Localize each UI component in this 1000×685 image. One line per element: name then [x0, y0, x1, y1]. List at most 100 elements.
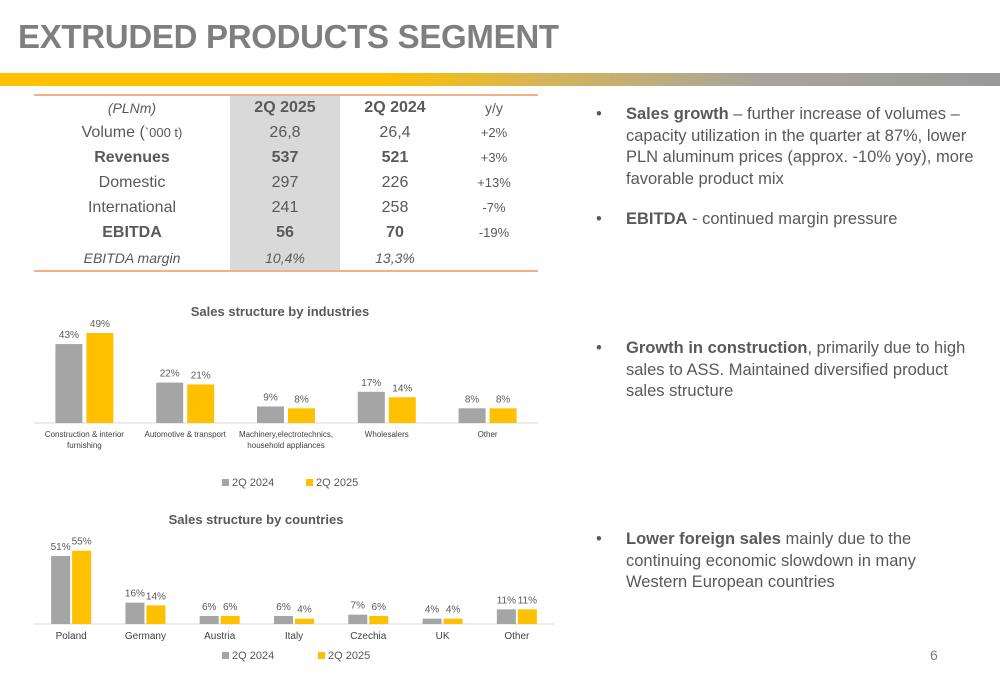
cell-2q2024: 13,3% [375, 249, 415, 266]
cell-2q2025: 241 [230, 195, 340, 220]
data-label: 7% [351, 601, 366, 612]
legend-label: 2Q 2024 [232, 650, 274, 662]
bullet-dot: • [596, 210, 602, 228]
bar [458, 408, 486, 423]
data-label: 21% [191, 370, 211, 381]
tick-label: Machinery,electrotechnics, [239, 430, 333, 439]
data-label: 43% [59, 330, 79, 341]
tick-label: Construction & interior [45, 430, 124, 439]
page-title: EXTRUDED PRODUCTS SEGMENT [18, 18, 559, 55]
bar [125, 602, 145, 624]
bullet-text: Growth in construction, primarily due to… [626, 338, 976, 403]
bullet-bold: Sales growth [626, 105, 729, 123]
bullet-bold: EBITDA [626, 210, 688, 228]
data-label: 11% [497, 595, 516, 606]
data-label: 9% [263, 392, 278, 403]
tick-label: Germany [125, 631, 166, 642]
bar [496, 609, 516, 624]
bar [288, 408, 315, 423]
tick-label: Automotive & transport [145, 430, 227, 439]
bar [187, 384, 215, 423]
cell-2q2024: 26,4 [379, 123, 411, 141]
data-label: 22% [160, 369, 180, 380]
accent-bar [0, 73, 1000, 86]
cell-yy: +3% [480, 150, 508, 165]
legend-label: 2Q 2025 [328, 650, 370, 662]
cell-2q2025: 56 [230, 220, 340, 245]
chart-title: Sales structure by countries [169, 512, 344, 527]
row-label: International [87, 198, 177, 216]
bullet-construction: • Growth in construction, primarily due … [596, 338, 976, 403]
tick-label: Austria [204, 631, 236, 642]
data-label: 14% [146, 591, 166, 602]
table-row-revenues: Revenues 537 521 +3% [34, 145, 538, 170]
tick-label: Poland [56, 631, 87, 642]
bullet-text: Lower foreign sales mainly due to the co… [626, 529, 976, 594]
bar [422, 618, 442, 624]
data-label: 49% [90, 319, 110, 330]
bar [388, 397, 416, 423]
bar [489, 408, 517, 423]
legend-marker [222, 652, 229, 659]
row-label-unit: `000 t) [144, 124, 183, 140]
bar [274, 616, 293, 624]
bar [443, 618, 463, 624]
bullet-body: – further increase of volumes – capacity… [626, 105, 974, 188]
bar [72, 550, 92, 624]
cell-yy: -19% [478, 225, 510, 240]
bullet-sales-growth: • Sales growth – further increase of vol… [596, 104, 976, 190]
bar [295, 618, 314, 624]
cell-2q2024: 521 [381, 148, 409, 166]
data-label: 4% [425, 605, 440, 616]
bullet-bold: Growth in construction [626, 339, 808, 357]
cell-yy: +13% [477, 175, 511, 190]
data-label: 14% [392, 383, 412, 394]
table-header-unit: (PLNm) [107, 100, 157, 116]
bar [369, 616, 389, 624]
bullet-text: Sales growth – further increase of volum… [626, 104, 976, 190]
table-row-ebitda-margin: EBITDA margin 10,4% 13,3% [34, 245, 538, 271]
bar [146, 605, 166, 624]
bar [357, 391, 385, 423]
cell-2q2024: 226 [381, 173, 409, 191]
bullet-text: EBITDA - continued margin pressure [626, 209, 976, 231]
data-label: 55% [72, 537, 92, 548]
tick-label: household appliances [247, 441, 324, 450]
legend-label: 2Q 2024 [232, 477, 274, 489]
bar [51, 556, 71, 624]
row-label-main: Volume ( [81, 123, 145, 141]
cell-yy: -7% [482, 200, 506, 215]
cell-yy [450, 245, 538, 271]
data-label: 6% [223, 602, 238, 613]
kpi-table: (PLNm) 2Q 2025 2Q 2024 y/y Volume (`000 … [34, 94, 538, 272]
chart-countries: Sales structure by countries 51% 55% Poland… [34, 506, 559, 669]
cell-2q2025: 26,8 [230, 120, 340, 145]
cell-2q2025: 297 [230, 170, 340, 195]
data-label: 6% [276, 602, 291, 613]
table-row-international: International 241 258 -7% [34, 195, 538, 220]
data-label: 16% [125, 589, 145, 600]
cell-2q2025: 10,4% [230, 245, 340, 271]
tick-label: Wholesalers [365, 430, 409, 439]
chart-countries-svg: Sales structure by countries 51% 55% Poland… [34, 512, 554, 662]
bar [156, 382, 184, 423]
bullet-bold: Lower foreign sales [626, 530, 781, 548]
chart-title: Sales structure by industries [191, 304, 369, 319]
cell-2q2024: 70 [386, 223, 404, 241]
bar [257, 406, 284, 423]
table-row-ebitda: EBITDA 56 70 -19% [34, 220, 538, 245]
bar [220, 616, 240, 624]
bullet-body: - continued margin pressure [687, 210, 898, 228]
cell-2q2024: 258 [381, 198, 409, 216]
row-label: Volume (`000 t) [34, 120, 230, 145]
data-label: 8% [294, 394, 309, 405]
row-label: EBITDA [102, 223, 162, 241]
data-label: 4% [297, 605, 312, 616]
table-header-row: (PLNm) 2Q 2025 2Q 2024 y/y [34, 95, 538, 120]
bullet-dot: • [596, 530, 602, 548]
bar [348, 614, 368, 624]
table-row-volume: Volume (`000 t) 26,8 26,4 +2% [34, 120, 538, 145]
cell-yy: +2% [480, 125, 508, 140]
bullet-dot: • [596, 339, 602, 357]
bullet-ebitda: • EBITDA - continued margin pressure [596, 209, 976, 231]
